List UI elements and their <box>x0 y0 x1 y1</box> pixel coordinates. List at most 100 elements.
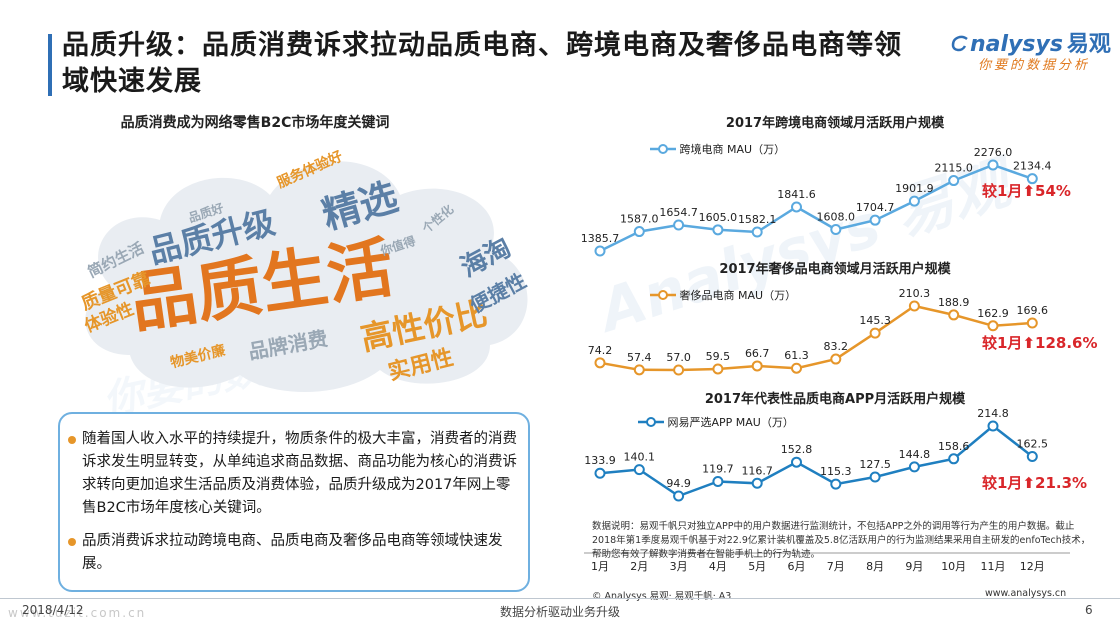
data-point <box>1026 451 1038 463</box>
data-point <box>830 353 842 365</box>
data-point <box>791 201 802 213</box>
data-label: 116.7 <box>741 464 773 477</box>
data-point <box>751 226 763 238</box>
x-tick-label: 8月 <box>866 560 884 573</box>
legend-luxury: 奢侈品电商 MAU（万） <box>650 287 796 303</box>
legend-label: 跨境电商 MAU（万） <box>679 143 786 156</box>
logo-brand-cn: 易观 <box>1066 32 1111 57</box>
data-label: 127.5 <box>859 458 891 471</box>
legend-label: 奢侈品电商 MAU（万） <box>679 289 797 302</box>
series-line <box>599 424 1034 498</box>
x-tick-label: 4月 <box>709 560 727 573</box>
data-label: 1582.1 <box>738 213 777 226</box>
bullet-item: 随着国人收入水平的持续提升，物质条件的极大丰富，消费者的消费诉求发生明显转变，从… <box>68 428 522 520</box>
data-label: 1654.7 <box>659 206 698 219</box>
data-point <box>987 159 999 171</box>
data-point <box>830 224 842 236</box>
data-point <box>673 364 685 376</box>
data-label: 1385.7 <box>581 232 620 245</box>
data-point <box>594 245 606 257</box>
source-text: © Analysys 易观· 易观千帆· A3 <box>592 591 732 602</box>
data-point <box>869 214 881 226</box>
growth-crossborder: 较1月⬆54% <box>982 180 1071 201</box>
data-label: 1605.0 <box>699 211 738 224</box>
data-point <box>751 477 763 489</box>
bullet-item: 品质消费诉求拉动跨境电商、品质电商及奢侈品电商等领域快速发展。 <box>68 530 522 576</box>
legend-label: 网易严选APP MAU（万） <box>667 416 794 429</box>
data-label: 133.9 <box>584 454 616 467</box>
data-label: 152.8 <box>781 443 813 456</box>
data-point <box>987 320 999 332</box>
bullet-dot-icon <box>68 436 76 444</box>
x-tick-label: 9月 <box>905 560 923 573</box>
data-point <box>987 420 999 432</box>
x-tick-label: 2月 <box>630 560 648 573</box>
footer-slogan: 数据分析驱动业务升级 <box>499 605 620 619</box>
chart-title-luxury: 2017年奢侈品电商领域月活跃用户规模 <box>719 262 951 277</box>
chart-title-crossborder: 2017年跨境电商领域月活跃用户规模 <box>725 116 945 131</box>
data-label: 1841.6 <box>777 188 816 201</box>
growth-arrow-icon: ⬆ <box>1022 334 1036 352</box>
page-title: 品质升级：品质消费诉求拉动品质电商、跨境电商及奢侈品电商等领域快速发展 <box>62 30 902 97</box>
x-tick-label: 1月 <box>591 560 609 573</box>
data-label: 115.3 <box>820 465 852 478</box>
data-label: 210.3 <box>899 287 931 300</box>
footer-divider <box>0 598 1120 599</box>
data-label: 94.9 <box>666 477 691 490</box>
data-point <box>712 224 724 236</box>
data-label: 158.6 <box>938 440 970 453</box>
data-point <box>673 219 685 231</box>
data-point <box>633 226 645 238</box>
data-label: 214.8 <box>977 407 1009 420</box>
bullet-text: 随着国人收入水平的持续提升，物质条件的极大丰富，消费者的消费诉求发生明显转变，从… <box>82 431 517 516</box>
series-line <box>599 163 1033 253</box>
data-label: 1587.0 <box>620 213 659 226</box>
data-label: 188.9 <box>938 296 970 309</box>
data-point <box>633 464 645 476</box>
data-point <box>633 364 645 376</box>
website-text: www.analysys.cn <box>985 588 1067 599</box>
data-point <box>869 327 881 339</box>
logo-swoosh-icon <box>951 35 968 52</box>
data-label: 61.3 <box>784 349 809 362</box>
data-point <box>712 363 724 375</box>
data-point <box>830 478 842 490</box>
data-label: 66.7 <box>745 347 770 360</box>
data-label: 83.2 <box>824 340 849 353</box>
x-tick-label: 7月 <box>827 560 845 573</box>
data-label: 1901.9 <box>895 182 934 195</box>
x-tick-label: 6月 <box>788 560 806 573</box>
series-line <box>599 304 1033 372</box>
data-label: 162.9 <box>977 307 1009 320</box>
logo-brand-text: nalysys <box>970 32 1063 57</box>
data-point <box>594 467 606 479</box>
data-label: 169.6 <box>1017 304 1049 317</box>
data-point <box>1026 173 1038 185</box>
growth-arrow-icon: ⬆ <box>1022 474 1036 492</box>
data-label: 57.0 <box>666 351 691 364</box>
growth-value: 21.3% <box>1035 474 1088 492</box>
data-label: 119.7 <box>702 463 734 476</box>
data-note: 数据说明：易观千帆只对独立APP中的用户数据进行监测统计，不包括APP之外的调用… <box>592 521 1091 560</box>
data-point <box>594 357 606 369</box>
data-point <box>751 360 763 372</box>
footer-watermark: www.tuzit.com.cn <box>8 606 147 620</box>
data-label: 162.5 <box>1017 438 1049 451</box>
growth-prefix: 较1月 <box>982 474 1023 492</box>
data-point <box>948 175 960 187</box>
data-point <box>1026 317 1038 329</box>
chart-series: 133.9 140.1 94.9 119.7 116.7 152.8 115.3 127.5 1… <box>584 407 1049 502</box>
data-label: 140.1 <box>624 451 656 464</box>
x-tick-label: 3月 <box>670 560 688 573</box>
growth-arrow-icon: ⬆ <box>1022 182 1036 200</box>
legend-crossborder: 跨境电商 MAU（万） <box>650 141 785 157</box>
legend-marker-icon <box>638 417 664 427</box>
data-point <box>948 309 960 321</box>
data-label: 2134.4 <box>1013 160 1052 173</box>
x-tick-label: 5月 <box>748 560 766 573</box>
bullet-dot-icon <box>68 538 76 546</box>
chart-series: 74.2 57.4 57.0 59.5 66.7 61.3 83.2 145.3 210.3 18… <box>588 287 1049 376</box>
word-cloud: 品质生活 品质升级 精选 高性价比 品牌消费 海淘 便捷性 实用性 质量可靠 体… <box>70 135 550 405</box>
